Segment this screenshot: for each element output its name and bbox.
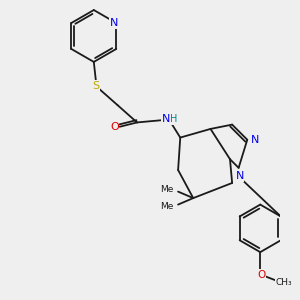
Text: H: H [170,114,178,124]
Text: S: S [92,81,100,91]
Text: Me: Me [160,185,174,194]
Text: CH₃: CH₃ [276,278,292,287]
Text: N: N [236,172,244,182]
Text: N: N [251,135,259,145]
Text: Me: Me [160,202,174,211]
Text: N: N [162,114,170,124]
Text: O: O [257,270,266,280]
Text: O: O [110,122,119,132]
Text: N: N [110,18,118,28]
